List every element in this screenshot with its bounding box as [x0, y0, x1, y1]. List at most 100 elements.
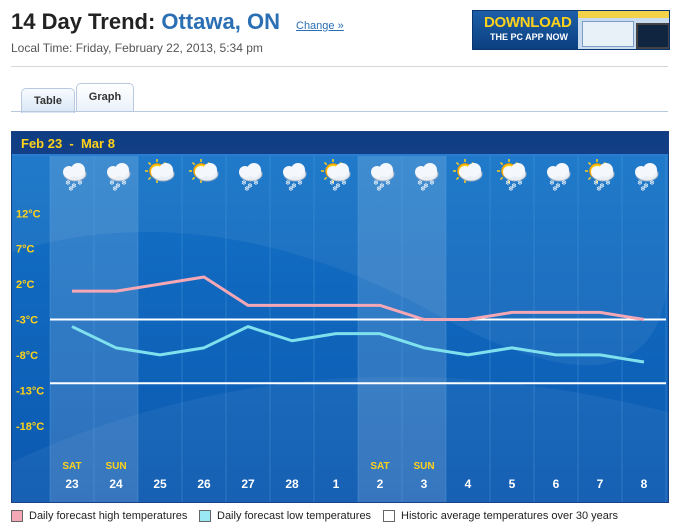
snowflake: ❄	[285, 179, 291, 187]
y-tick-label: -8°C	[16, 350, 38, 362]
legend-label-low: Daily forecast low temperatures	[217, 510, 372, 522]
header-divider	[11, 66, 668, 67]
snowflake: ❄	[511, 182, 517, 190]
page-title: 14 Day Trend: Ottawa, ON	[11, 9, 280, 35]
snow-flurries-icon: ❄ ❄ ❄❄	[63, 163, 87, 193]
change-location-link[interactable]: Change »	[296, 20, 344, 32]
snowflake: ❄	[65, 179, 71, 187]
snowflake: ❄	[643, 182, 649, 190]
sun-ray	[323, 161, 328, 166]
sun-ray	[191, 176, 196, 181]
cloud-puff	[247, 163, 261, 177]
legend-label-historic: Historic average temperatures over 30 ye…	[401, 510, 619, 522]
chart-glare	[12, 132, 668, 366]
legend-swatch-high	[11, 510, 23, 522]
sun-ray	[499, 176, 504, 181]
cloud-puff	[467, 163, 481, 177]
x-day-label: SUN	[105, 461, 126, 472]
cloud-puff	[555, 163, 569, 177]
snowflake: ❄	[291, 182, 297, 190]
x-tick-label: 28	[285, 477, 299, 491]
y-tick-label: -18°C	[16, 421, 44, 433]
sun-ray	[587, 176, 592, 181]
snowflake: ❄	[335, 182, 341, 190]
sun-ray	[147, 161, 152, 166]
trend-chart-svg: Feb 23 - Mar 8 ❄ ❄ ❄❄❄ ❄ ❄❄❄ ❄ ❄❄❄ ❄ ❄❄❄ ❄ ❄❄❄ ❄ ❄❄❄…	[12, 132, 668, 502]
sun-ray	[455, 176, 460, 181]
cloud-puff	[291, 163, 305, 177]
snowflake: ❄	[112, 185, 118, 193]
snowflake: ❄	[429, 179, 435, 187]
snow-icon: ❄ ❄ ❄❄	[283, 163, 307, 193]
snowflake: ❄	[417, 179, 423, 187]
snowflake: ❄	[640, 185, 646, 193]
legend-item-low: Daily forecast low temperatures	[199, 510, 371, 522]
snow-icon: ❄ ❄ ❄❄	[415, 163, 439, 193]
snowflake: ❄	[599, 182, 605, 190]
banner-subline: THE PC APP NOW	[490, 32, 569, 42]
cloud-puff	[115, 163, 129, 177]
snowflake: ❄	[376, 185, 382, 193]
tab-table[interactable]: Table	[21, 88, 75, 113]
sun-ray	[587, 161, 592, 166]
partly-sunny-icon	[145, 159, 175, 183]
cloud-puff	[511, 163, 525, 177]
snowflake: ❄	[385, 179, 391, 187]
snowflake: ❄	[552, 185, 558, 193]
snowflake: ❄	[241, 179, 247, 187]
download-app-banner[interactable]: DOWNLOAD THE PC APP NOW	[472, 10, 670, 50]
x-day-label: SAT	[370, 461, 389, 472]
local-time: Local Time: Friday, February 22, 2013, 5…	[11, 41, 263, 55]
chart-header-bar	[12, 132, 668, 154]
snowflake: ❄	[593, 179, 599, 187]
weekend-shade	[402, 156, 446, 502]
snowflake: ❄	[423, 182, 429, 190]
snowflake: ❄	[288, 185, 294, 193]
y-tick-label: 12°C	[16, 208, 41, 220]
title-location: Ottawa, ON	[161, 9, 280, 34]
weekend-shade	[50, 156, 94, 502]
trend-graph: Feb 23 - Mar 8 ❄ ❄ ❄ ❄ ❄ ❄ ❄ ❄ ❄ ❄ ❄ ❄ ❄ ❄ ❄ ❄ ❄ ❄ ❄ ❄ ❄ ❄ ❄ ❄ ❄…	[11, 131, 669, 503]
tab-graph[interactable]: Graph	[76, 83, 134, 112]
snowflake: ❄	[549, 179, 555, 187]
cloud-puff	[203, 163, 217, 177]
partly-sunny-icon	[453, 159, 483, 183]
x-tick-label: 5	[509, 477, 516, 491]
sun-ray	[499, 161, 504, 166]
legend-swatch-low	[199, 510, 211, 522]
snowflake: ❄	[508, 185, 514, 193]
snowflake: ❄	[244, 185, 250, 193]
x-tick-label: 24	[109, 477, 123, 491]
x-day-label: SAT	[62, 461, 81, 472]
cloud-puff	[159, 163, 173, 177]
x-tick-label: 25	[153, 477, 167, 491]
legend-swatch-historic	[383, 510, 395, 522]
y-tick-label: -13°C	[16, 385, 44, 397]
snowflake: ❄	[253, 179, 259, 187]
snowflake: ❄	[505, 179, 511, 187]
snow-icon: ❄ ❄ ❄❄	[371, 163, 395, 193]
chart-header-rule	[12, 154, 668, 156]
x-tick-label: 27	[241, 477, 255, 491]
app-screenshot-image	[578, 11, 669, 49]
snow-icon: ❄ ❄ ❄❄	[107, 163, 131, 193]
weekend-shade	[358, 156, 402, 502]
x-tick-label: 26	[197, 477, 211, 491]
sunny-cloudy-icon	[189, 159, 219, 183]
y-tick-label: 2°C	[16, 279, 35, 291]
date-range: Feb 23 - Mar 8	[21, 136, 115, 151]
cloud-puff	[335, 163, 349, 177]
weekend-shade	[94, 156, 138, 502]
legend-label-high: Daily forecast high temperatures	[29, 510, 188, 522]
tab-baseline	[11, 111, 668, 112]
x-tick-label: 7	[597, 477, 604, 491]
snowflake: ❄	[332, 185, 338, 193]
cloud-puff	[599, 163, 613, 177]
snowflake: ❄	[596, 185, 602, 193]
y-tick-label: 7°C	[16, 244, 35, 256]
snowflake: ❄	[77, 179, 83, 187]
sun-ray	[455, 161, 460, 166]
snow-icon: ❄ ❄ ❄❄	[547, 163, 571, 193]
snowflake: ❄	[373, 179, 379, 187]
snowflake: ❄	[517, 179, 523, 187]
